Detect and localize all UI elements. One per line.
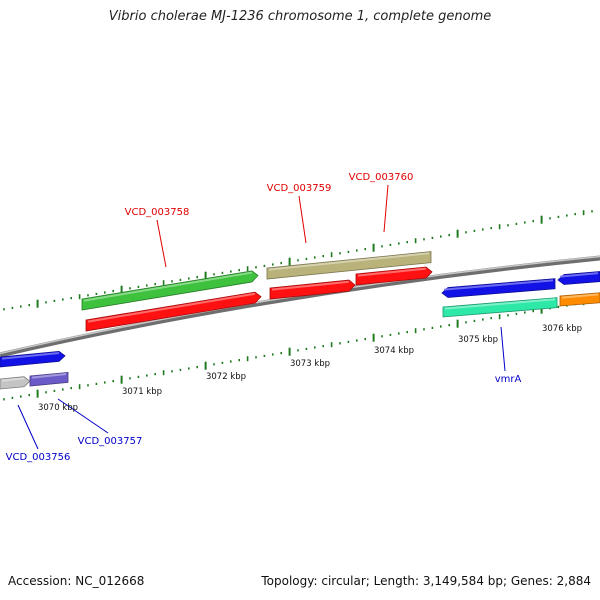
gene-blue-far-right — [557, 271, 600, 285]
gene-khaki — [266, 251, 432, 280]
gene-blue-right — [441, 278, 556, 298]
gene-red-mid-highlight — [271, 280, 350, 291]
leader-vcd-003760 — [383, 184, 389, 233]
gene-red-left-body — [85, 291, 262, 332]
kbp-label-3076: 3076 kbp — [542, 324, 582, 334]
gene-left-purple-highlight — [31, 372, 67, 379]
gene-red-right — [355, 266, 433, 286]
gene-aqua-vmrA — [442, 297, 558, 318]
label-leaders — [17, 184, 506, 450]
gene-label-vcd-003758: VCD_003758 — [125, 207, 190, 218]
gene-blue-far-right-highlight — [559, 272, 599, 278]
gene-label-vmra: vmrA — [495, 374, 522, 385]
gene-left-purple-body — [29, 371, 69, 387]
gene-blue-right-highlight — [443, 279, 554, 291]
chromosome-backbone — [0, 255, 600, 358]
kbp-label-3075: 3075 kbp — [458, 335, 498, 345]
gene-red-mid — [269, 279, 356, 300]
gene-left-blue-highlight — [1, 351, 60, 360]
gene-label-vcd-003757: VCD_003757 — [78, 436, 143, 447]
gene-left-grey — [0, 376, 31, 390]
kbp-scale-labels: 3070 kbp 3071 kbp 3072 kbp 3073 kbp 3074… — [38, 324, 582, 413]
gene-orange — [559, 292, 600, 307]
gene-label-vcd-003760: VCD_003760 — [349, 172, 414, 183]
gene-red-left-highlight — [87, 292, 256, 323]
accession-text: Accession: NC_012668 — [8, 574, 145, 588]
genome-title: Vibrio cholerae MJ-1236 chromosome 1, co… — [108, 9, 492, 24]
gene-red-right-body — [355, 266, 433, 286]
gene-label-vcd-003759: VCD_003759 — [267, 183, 332, 194]
kbp-label-3073: 3073 kbp — [290, 359, 330, 369]
gene-features — [0, 251, 600, 390]
leader-vcd-003756 — [17, 404, 39, 450]
gene-green-long-highlight — [83, 271, 253, 302]
gene-orange-highlight — [561, 293, 599, 299]
gene-label-vcd-003756: VCD_003756 — [6, 452, 71, 463]
kbp-label-3072: 3072 kbp — [206, 372, 246, 382]
gene-green-long-body — [81, 270, 259, 311]
kbp-label-3074: 3074 kbp — [374, 346, 414, 356]
gene-green-long — [81, 270, 259, 311]
leader-vcd-003757 — [57, 398, 109, 434]
leader-vcd-003758 — [156, 219, 167, 268]
gene-khaki-body — [266, 251, 432, 280]
gene-left-purple — [29, 371, 69, 387]
leader-vmra — [500, 326, 506, 372]
gene-red-left — [85, 291, 262, 332]
gene-aqua-vmrA-highlight — [444, 298, 556, 310]
kbp-label-3071: 3071 kbp — [122, 387, 162, 397]
gene-left-blue-body — [0, 350, 66, 368]
leader-vcd-003759 — [298, 195, 307, 244]
gene-left-grey-highlight — [1, 377, 25, 382]
gene-left-blue — [0, 350, 66, 368]
kbp-label-3070: 3070 kbp — [38, 403, 78, 413]
gene-red-mid-body — [269, 279, 356, 300]
genome-stats-text: Topology: circular; Length: 3,149,584 bp… — [261, 574, 591, 588]
gene-red-right-highlight — [357, 267, 427, 277]
gene-name-labels: VCD_003758 VCD_003759 VCD_003760 vmrA VC… — [6, 172, 522, 463]
gene-khaki-highlight — [268, 252, 430, 271]
